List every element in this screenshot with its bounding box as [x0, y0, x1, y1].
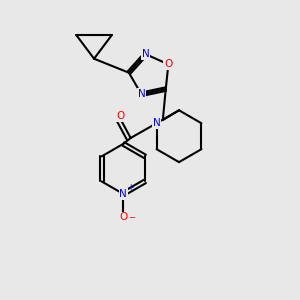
Text: N: N: [137, 89, 145, 99]
Text: N: N: [119, 189, 127, 199]
Text: −: −: [128, 213, 135, 222]
Text: O: O: [119, 212, 128, 223]
Text: N: N: [153, 118, 160, 128]
Text: O: O: [164, 59, 172, 69]
Text: +: +: [128, 183, 134, 192]
Text: N: N: [142, 49, 149, 59]
Text: O: O: [116, 111, 124, 121]
